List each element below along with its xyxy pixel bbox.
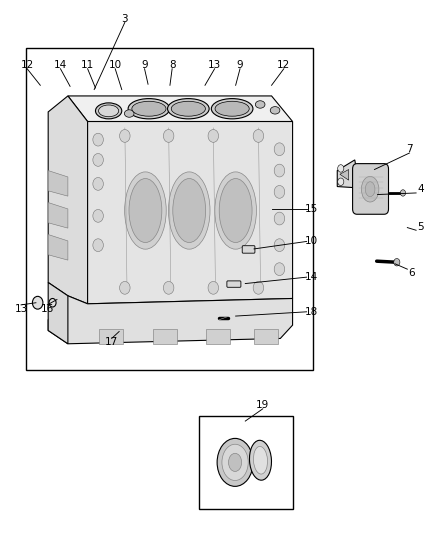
Circle shape: [120, 281, 130, 294]
Ellipse shape: [255, 101, 265, 108]
Text: 13: 13: [208, 60, 221, 70]
FancyBboxPatch shape: [227, 281, 241, 287]
Polygon shape: [48, 96, 88, 304]
Circle shape: [274, 164, 285, 177]
Circle shape: [208, 281, 219, 294]
Circle shape: [253, 130, 264, 142]
Ellipse shape: [365, 182, 375, 197]
Circle shape: [274, 263, 285, 276]
Text: 10: 10: [304, 237, 318, 246]
Text: 13: 13: [14, 304, 28, 314]
Ellipse shape: [211, 99, 253, 119]
Bar: [26, 48, 313, 370]
Circle shape: [49, 298, 56, 307]
Ellipse shape: [219, 179, 252, 243]
Ellipse shape: [229, 453, 242, 471]
Ellipse shape: [124, 110, 134, 117]
Circle shape: [338, 178, 344, 185]
Circle shape: [163, 281, 174, 294]
Ellipse shape: [270, 107, 280, 114]
Text: 8: 8: [169, 60, 176, 70]
Text: 11: 11: [81, 60, 94, 70]
Text: 17: 17: [105, 337, 118, 347]
Text: 16: 16: [41, 304, 54, 314]
Text: 3: 3: [121, 14, 128, 23]
Ellipse shape: [124, 172, 166, 249]
Ellipse shape: [129, 179, 162, 243]
Ellipse shape: [132, 101, 166, 116]
Polygon shape: [48, 171, 68, 196]
Circle shape: [93, 154, 103, 166]
Ellipse shape: [128, 99, 170, 119]
Text: 15: 15: [304, 204, 318, 214]
Circle shape: [274, 212, 285, 225]
Text: 9: 9: [237, 60, 244, 70]
Text: 10: 10: [109, 60, 122, 70]
Text: 6: 6: [408, 268, 415, 278]
Polygon shape: [48, 296, 293, 344]
Circle shape: [120, 130, 130, 142]
Text: 18: 18: [304, 307, 318, 317]
Circle shape: [93, 209, 103, 222]
Ellipse shape: [95, 103, 122, 119]
Circle shape: [394, 259, 400, 266]
Circle shape: [274, 143, 285, 156]
Text: 7: 7: [406, 144, 413, 154]
Ellipse shape: [168, 172, 210, 249]
Ellipse shape: [171, 101, 205, 116]
Bar: [254, 329, 278, 344]
Bar: [199, 416, 293, 509]
Ellipse shape: [361, 176, 379, 202]
Polygon shape: [48, 282, 68, 344]
Ellipse shape: [215, 101, 249, 116]
Polygon shape: [88, 122, 293, 304]
Text: 4: 4: [417, 184, 424, 194]
Text: 12: 12: [277, 60, 290, 70]
Ellipse shape: [99, 105, 119, 117]
Circle shape: [400, 190, 406, 196]
Circle shape: [338, 165, 344, 172]
Text: 9: 9: [141, 60, 148, 70]
Ellipse shape: [217, 438, 253, 486]
Text: 5: 5: [417, 222, 424, 231]
Circle shape: [93, 133, 103, 146]
Polygon shape: [340, 169, 349, 180]
Ellipse shape: [167, 99, 209, 119]
Ellipse shape: [250, 440, 272, 480]
Text: 14: 14: [304, 272, 318, 282]
Circle shape: [32, 296, 43, 309]
Ellipse shape: [173, 179, 206, 243]
Circle shape: [93, 177, 103, 190]
Polygon shape: [337, 160, 358, 188]
Polygon shape: [68, 96, 293, 122]
Polygon shape: [48, 203, 68, 228]
Circle shape: [274, 239, 285, 252]
Bar: [153, 329, 177, 344]
FancyBboxPatch shape: [242, 246, 255, 253]
Circle shape: [274, 185, 285, 198]
Bar: [99, 329, 123, 344]
Text: 14: 14: [54, 60, 67, 70]
Bar: [206, 329, 230, 344]
FancyBboxPatch shape: [353, 164, 389, 214]
Ellipse shape: [215, 172, 257, 249]
Ellipse shape: [254, 447, 268, 474]
Circle shape: [253, 281, 264, 294]
Ellipse shape: [222, 445, 248, 481]
Circle shape: [163, 130, 174, 142]
Polygon shape: [48, 235, 68, 260]
Circle shape: [93, 239, 103, 252]
Text: 12: 12: [21, 60, 34, 70]
Circle shape: [208, 130, 219, 142]
Text: 19: 19: [256, 400, 269, 410]
